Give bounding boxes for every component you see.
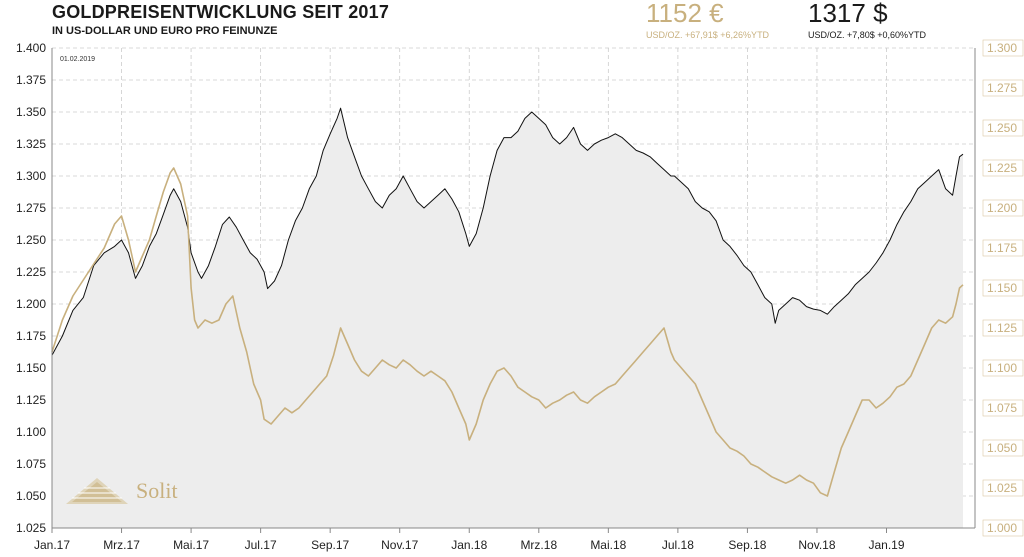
x-tick-label: Jul.17 <box>245 538 277 552</box>
x-tick-label: Jan.18 <box>451 538 487 552</box>
x-tick-label: Jul.18 <box>662 538 694 552</box>
solit-logo-icon <box>66 478 128 504</box>
y-left-tick-label: 1.250 <box>16 233 46 247</box>
brand-name: Solit <box>136 478 178 503</box>
y-right-tick-box <box>982 279 1024 297</box>
x-tick-label: Mrz.18 <box>520 538 557 552</box>
y-left-tick-label: 1.050 <box>16 489 46 503</box>
y-left-tick-label: 1.375 <box>16 73 46 87</box>
y-right-tick-box <box>982 39 1024 57</box>
y-right-tick-box <box>982 479 1024 497</box>
eur-price: 1152 € <box>646 0 724 28</box>
y-left-tick-label: 1.125 <box>16 393 46 407</box>
y-right-tick-label: 1.250 <box>987 121 1017 135</box>
y-right-tick-box <box>982 359 1024 377</box>
y-right-tick-box <box>982 239 1024 257</box>
y-right-tick-label: 1.225 <box>987 161 1017 175</box>
y-right-tick-box <box>982 319 1024 337</box>
y-right-tick-label: 1.150 <box>987 281 1017 295</box>
eur-change: USD/OZ. +67,91$ +6,26%YTD <box>646 30 770 40</box>
eur-series-line <box>51 167 964 497</box>
x-tick-label: Jan.17 <box>34 538 70 552</box>
usd-series-line <box>51 107 964 356</box>
y-right-tick-label: 1.025 <box>987 481 1017 495</box>
x-tick-label: Nov.18 <box>798 538 835 552</box>
y-left-tick-label: 1.075 <box>16 457 46 471</box>
x-tick-label: Mrz.17 <box>103 538 140 552</box>
y-left-tick-label: 1.100 <box>16 425 46 439</box>
y-right-tick-label: 1.175 <box>987 241 1017 255</box>
y-left-tick-label: 1.225 <box>16 265 46 279</box>
x-tick-label: Mai.18 <box>590 538 626 552</box>
y-right-tick-label: 1.125 <box>987 321 1017 335</box>
y-right-tick-label: 1.050 <box>987 441 1017 455</box>
usd-area-fill <box>52 108 963 528</box>
y-right-tick-box <box>982 199 1024 217</box>
y-left-tick-label: 1.175 <box>16 329 46 343</box>
y-left-tick-label: 1.200 <box>16 297 46 311</box>
y-right-tick-box <box>982 79 1024 97</box>
x-tick-label: Nov.17 <box>381 538 418 552</box>
x-tick-label: Sep.17 <box>311 538 349 552</box>
chart-date-label: 01.02.2019 <box>60 56 96 63</box>
x-tick-label: Sep.18 <box>728 538 766 552</box>
y-right-tick-label: 1.075 <box>987 401 1017 415</box>
y-right-tick-box <box>982 159 1024 177</box>
y-right-tick-label: 1.300 <box>987 41 1017 55</box>
usd-price: 1317 $ <box>808 0 888 28</box>
y-left-tick-label: 1.350 <box>16 105 46 119</box>
y-left-tick-label: 1.300 <box>16 169 46 183</box>
y-right-tick-box <box>982 519 1024 537</box>
y-left-tick-label: 1.275 <box>16 201 46 215</box>
page-title: GOLDPREISENTWICKLUNG SEIT 2017 <box>52 2 390 22</box>
y-right-tick-box <box>982 439 1024 457</box>
y-right-tick-box <box>982 399 1024 417</box>
x-tick-label: Mai.17 <box>173 538 209 552</box>
y-left-tick-label: 1.325 <box>16 137 46 151</box>
y-left-tick-label: 1.400 <box>16 41 46 55</box>
usd-change: USD/OZ. +7,80$ +0,60%YTD <box>808 30 927 40</box>
y-right-tick-label: 1.100 <box>987 361 1017 375</box>
y-right-tick-label: 1.275 <box>987 81 1017 95</box>
y-right-tick-label: 1.000 <box>987 521 1017 535</box>
y-left-tick-label: 1.150 <box>16 361 46 375</box>
page-subtitle: IN US-DOLLAR UND EURO PRO FEINUNZE <box>52 25 278 37</box>
y-left-tick-label: 1.025 <box>16 521 46 535</box>
y-right-tick-label: 1.200 <box>987 201 1017 215</box>
y-right-tick-box <box>982 119 1024 137</box>
x-tick-label: Jan.19 <box>868 538 904 552</box>
